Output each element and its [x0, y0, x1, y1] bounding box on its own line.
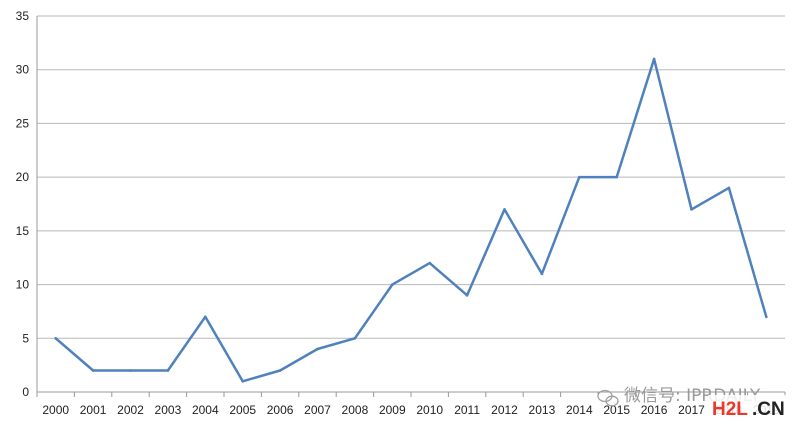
logo-backdrop — [708, 395, 792, 421]
x-axis: 2000 2001 2002 2003 2004 2005 2006 2007 2008 2009… — [36, 391, 786, 417]
data-point — [615, 175, 618, 179]
y-tick-label: 35 — [16, 9, 30, 23]
x-tick-label: 2005 — [229, 403, 256, 417]
series-line — [54, 57, 768, 383]
data-point — [428, 261, 432, 265]
series-layer — [54, 57, 768, 383]
x-tick-label: 2000 — [42, 403, 69, 417]
y-tick-label: 0 — [22, 385, 29, 399]
x-tick-label: 2014 — [566, 403, 593, 417]
x-tick-label: 2002 — [117, 403, 144, 417]
x-tick-label: 2008 — [342, 403, 369, 417]
x-tick-label: 2016 — [641, 403, 668, 417]
x-tick-label: 2013 — [529, 403, 556, 417]
data-point — [129, 369, 132, 372]
data-point — [241, 379, 244, 383]
x-tick-label: 2009 — [379, 403, 406, 417]
x-tick-label: 2012 — [491, 403, 518, 417]
y-tick-label: 20 — [16, 170, 30, 184]
data-point — [91, 369, 95, 372]
data-point — [391, 283, 394, 286]
wechat-icon — [597, 389, 619, 407]
x-tick-label: 2007 — [304, 403, 331, 417]
data-point — [727, 186, 731, 190]
x-tick-label: 2006 — [267, 403, 294, 417]
watermark: 微信号: IPRDAILY H2L .CN — [597, 386, 792, 421]
x-tick-label: 2011 — [454, 403, 480, 417]
logo-h2l: H2L — [712, 399, 748, 420]
data-point — [503, 208, 506, 211]
data-point — [353, 336, 357, 340]
data-point — [652, 57, 656, 61]
data-point — [540, 272, 544, 276]
data-point — [765, 315, 768, 319]
logo-cn: .CN — [752, 399, 785, 420]
data-point — [465, 294, 469, 297]
data-point — [278, 369, 282, 372]
x-tick-label: 2003 — [155, 403, 182, 417]
data-point — [690, 208, 693, 211]
y-tick-label: 30 — [16, 63, 30, 77]
data-point — [316, 347, 319, 351]
data-point — [578, 175, 581, 179]
x-tick-label: 2004 — [192, 403, 219, 417]
data-point — [204, 315, 207, 319]
y-tick-label: 15 — [16, 224, 30, 238]
data-point — [166, 369, 170, 372]
x-tick-label: 2010 — [416, 403, 443, 417]
x-tick-label: 2015 — [603, 403, 630, 417]
x-tick-label: 2001 — [80, 403, 107, 417]
y-axis: 0 5 10 15 20 25 30 35 — [16, 9, 38, 399]
grid-layer — [37, 15, 785, 393]
y-tick-label: 10 — [16, 278, 30, 292]
y-tick-label: 25 — [16, 116, 30, 130]
x-tick-label: 2017 — [678, 403, 705, 417]
data-point — [54, 336, 57, 340]
y-tick-label: 5 — [22, 331, 29, 345]
